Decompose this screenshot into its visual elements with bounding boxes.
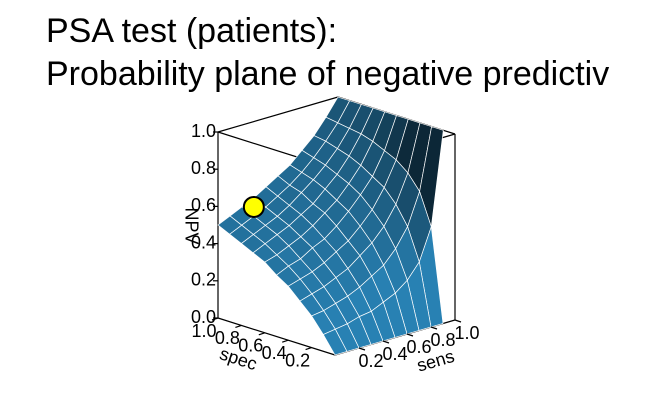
x-tick (211, 317, 219, 321)
z-tick-label: 1.0 (191, 121, 216, 141)
box-edge (217, 96, 339, 133)
y-tick-label: 0.6 (406, 337, 431, 357)
surface-facet (322, 328, 348, 356)
x-tick-label: 0.8 (215, 328, 240, 348)
x-tick-label: 1.0 (191, 321, 216, 341)
x-tick (282, 339, 289, 343)
z-tick-label: 0.0 (191, 307, 216, 327)
y-tick (406, 333, 414, 337)
x-tick-label: 0.6 (238, 336, 263, 356)
x-tick (305, 347, 312, 351)
y-tick (358, 347, 366, 351)
x-tick-label: 0.4 (262, 343, 287, 363)
x-tick (258, 332, 265, 336)
y-tick (382, 340, 390, 344)
chart-title: PSA test (patients): (46, 12, 337, 50)
y-tick (430, 326, 438, 330)
z-tick-label: 0.2 (191, 270, 216, 290)
z-axis-label: NPV (181, 207, 201, 244)
y-tick-label: 0.2 (358, 351, 383, 371)
box-edge (217, 317, 336, 356)
chart-subtitle: Probability plane of negative predictiv (46, 55, 609, 93)
z-tick-label: 0.8 (191, 158, 216, 178)
y-tick-label: 1.0 (454, 323, 479, 343)
x-tick-label: 0.2 (285, 350, 310, 370)
y-tick-label: 0.4 (382, 344, 407, 364)
data-point (242, 195, 265, 218)
z-tick-label: 0.6 (191, 195, 216, 215)
y-tick (454, 319, 462, 323)
y-tick-label: 0.8 (430, 330, 455, 350)
z-tick-label: 0.4 (191, 232, 216, 252)
x-tick (235, 324, 242, 328)
